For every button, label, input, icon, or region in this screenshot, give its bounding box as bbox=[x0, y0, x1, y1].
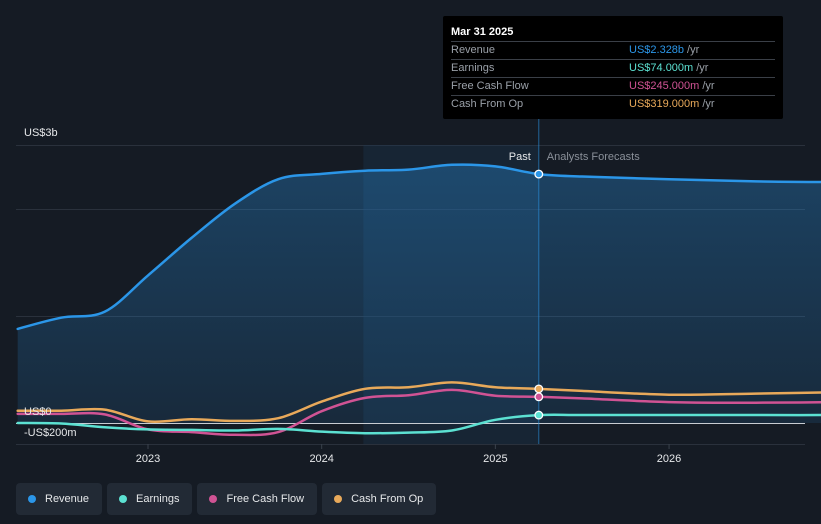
chart-legend: Revenue Earnings Free Cash Flow Cash Fro… bbox=[16, 483, 437, 515]
x-tick-label: 2026 bbox=[657, 453, 681, 465]
tooltip-unit: /yr bbox=[687, 44, 700, 56]
tooltip-panel: Mar 31 2025 Revenue US$2.328b /yr Earnin… bbox=[443, 16, 783, 119]
forecast-label: Analysts Forecasts bbox=[547, 151, 640, 163]
legend-label: Free Cash Flow bbox=[226, 493, 305, 505]
legend-label: Revenue bbox=[45, 493, 90, 505]
legend-item-earnings[interactable]: Earnings bbox=[107, 483, 193, 515]
x-tick-label: 2023 bbox=[136, 453, 160, 465]
y-axis-zero-label: US$0 bbox=[24, 406, 52, 418]
revenue-area-layer bbox=[17, 164, 821, 423]
series-line-revenue bbox=[16, 163, 821, 331]
series-lines bbox=[16, 163, 821, 437]
tooltip-unit: /yr bbox=[702, 80, 715, 92]
tooltip-value: US$319.000m bbox=[629, 98, 700, 110]
tooltip-unit: /yr bbox=[702, 98, 715, 110]
series-line-earnings bbox=[16, 413, 821, 435]
legend-dot-icon bbox=[334, 495, 343, 503]
series-line-cash-from-op bbox=[16, 381, 821, 424]
legend-item-free-cash-flow[interactable]: Free Cash Flow bbox=[197, 483, 318, 515]
legend-label: Earnings bbox=[136, 493, 180, 505]
tooltip-value: US$2.328b bbox=[629, 44, 685, 56]
tooltip-markers bbox=[534, 169, 544, 420]
x-tick-label: 2025 bbox=[483, 453, 507, 465]
x-tick-label: 2024 bbox=[309, 453, 333, 465]
tooltip-label: Earnings bbox=[451, 62, 495, 74]
tooltip-row-earnings: Earnings US$74.000m /yr bbox=[451, 59, 775, 77]
legend-item-revenue[interactable]: Revenue bbox=[16, 483, 103, 515]
tooltip-label: Cash From Op bbox=[451, 98, 524, 110]
tooltip-unit: /yr bbox=[696, 62, 709, 74]
tooltip-row-free-cash-flow: Free Cash Flow US$245.000m /yr bbox=[451, 77, 775, 95]
marker-revenue bbox=[534, 169, 544, 179]
tooltip-row-cash-from-op: Cash From Op US$319.000m /yr bbox=[451, 95, 775, 113]
tooltip-label: Free Cash Flow bbox=[451, 80, 529, 92]
marker-cash-from-op bbox=[534, 384, 544, 394]
tooltip-row-revenue: Revenue US$2.328b /yr bbox=[451, 41, 775, 59]
marker-earnings bbox=[534, 410, 544, 420]
y-axis-top-label: US$3b bbox=[24, 127, 58, 139]
tooltip-label: Revenue bbox=[451, 44, 496, 56]
legend-dot-icon bbox=[119, 495, 128, 503]
past-label: Past bbox=[509, 151, 531, 163]
marker-free-cash-flow bbox=[534, 392, 544, 402]
tooltip-value: US$245.000m bbox=[629, 80, 700, 92]
legend-dot-icon bbox=[209, 495, 218, 503]
tooltip-date: Mar 31 2025 bbox=[451, 26, 514, 38]
legend-label: Cash From Op bbox=[351, 493, 424, 505]
legend-dot-icon bbox=[28, 495, 36, 503]
y-axis-bottom-label: -US$200m bbox=[24, 427, 77, 439]
legend-item-cash-from-op[interactable]: Cash From Op bbox=[322, 483, 437, 515]
revenue-area bbox=[17, 164, 821, 423]
tooltip-value: US$74.000m bbox=[629, 62, 694, 74]
x-axis-ticks: 20232024202520262027 bbox=[136, 444, 681, 465]
